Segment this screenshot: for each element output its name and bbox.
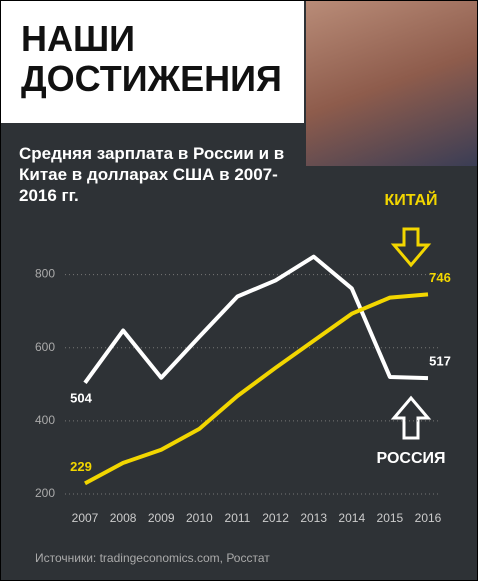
x-tick-label: 2012 <box>262 511 289 525</box>
y-tick-label: 800 <box>35 267 55 281</box>
arrow-down <box>390 227 432 268</box>
title: НАШИ ДОСТИЖЕНИЯ <box>21 18 282 99</box>
x-tick-label: 2015 <box>377 511 404 525</box>
value-label: 229 <box>70 459 92 474</box>
x-tick-label: 2014 <box>338 511 365 525</box>
series-name: КИТАЙ <box>384 190 437 209</box>
arrow-up <box>390 395 432 440</box>
x-tick-label: 2009 <box>148 511 175 525</box>
x-tick-label: 2007 <box>72 511 99 525</box>
x-tick-label: 2010 <box>186 511 213 525</box>
series-line <box>83 254 429 385</box>
value-label: 517 <box>429 354 451 369</box>
subtitle: Средняя зарплата в России и в Китае в до… <box>19 144 285 205</box>
y-tick-label: 200 <box>35 486 55 500</box>
header: НАШИ ДОСТИЖЕНИЯ <box>1 1 304 123</box>
series-line <box>84 292 429 486</box>
photo <box>306 1 477 166</box>
y-tick-label: 400 <box>35 413 55 427</box>
value-label: 504 <box>70 390 92 405</box>
x-tick-label: 2011 <box>225 511 251 525</box>
x-tick-label: 2016 <box>415 511 442 525</box>
value-label: 746 <box>429 270 451 285</box>
y-tick-label: 600 <box>35 340 55 354</box>
source: Источники: tradingeconomics.com, Росстат <box>35 551 270 565</box>
x-tick-label: 2008 <box>110 511 137 525</box>
x-tick-label: 2013 <box>300 511 327 525</box>
series-name: РОССИЯ <box>376 450 445 467</box>
